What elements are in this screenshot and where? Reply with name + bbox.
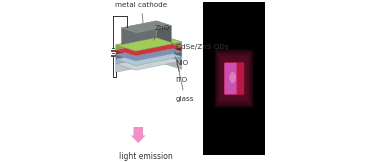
- Ellipse shape: [137, 50, 138, 51]
- FancyBboxPatch shape: [216, 52, 252, 105]
- Ellipse shape: [150, 51, 152, 52]
- Polygon shape: [116, 40, 182, 56]
- Text: ITO: ITO: [176, 57, 188, 83]
- Ellipse shape: [152, 46, 153, 47]
- Ellipse shape: [159, 49, 160, 50]
- Ellipse shape: [136, 48, 138, 49]
- Ellipse shape: [135, 50, 136, 51]
- Polygon shape: [116, 50, 162, 64]
- Polygon shape: [156, 21, 171, 43]
- FancyBboxPatch shape: [224, 63, 237, 94]
- Ellipse shape: [137, 50, 138, 51]
- Ellipse shape: [158, 42, 159, 43]
- Ellipse shape: [135, 46, 137, 47]
- Ellipse shape: [174, 46, 176, 47]
- Ellipse shape: [134, 52, 135, 53]
- Polygon shape: [121, 21, 156, 45]
- Ellipse shape: [135, 50, 136, 51]
- Ellipse shape: [141, 49, 143, 50]
- Polygon shape: [116, 50, 182, 66]
- Ellipse shape: [143, 47, 144, 48]
- Ellipse shape: [138, 50, 139, 51]
- Polygon shape: [116, 45, 182, 61]
- Text: CdSe/ZnS QDs: CdSe/ZnS QDs: [172, 44, 228, 50]
- Text: glass: glass: [176, 64, 194, 102]
- Polygon shape: [162, 35, 182, 47]
- Ellipse shape: [152, 49, 154, 50]
- Polygon shape: [162, 45, 182, 56]
- Ellipse shape: [134, 52, 135, 53]
- Ellipse shape: [161, 45, 163, 46]
- Polygon shape: [116, 55, 182, 70]
- FancyBboxPatch shape: [215, 49, 253, 108]
- Ellipse shape: [160, 48, 161, 49]
- Ellipse shape: [137, 48, 138, 49]
- Polygon shape: [121, 21, 171, 33]
- Ellipse shape: [146, 46, 148, 47]
- Polygon shape: [116, 35, 182, 51]
- Ellipse shape: [143, 47, 144, 48]
- Ellipse shape: [143, 48, 144, 49]
- Text: metal cathode: metal cathode: [115, 2, 167, 23]
- Polygon shape: [162, 40, 182, 52]
- Text: NiO: NiO: [174, 51, 189, 66]
- FancyArrow shape: [131, 127, 146, 143]
- FancyBboxPatch shape: [220, 56, 249, 101]
- Polygon shape: [116, 55, 162, 72]
- Ellipse shape: [229, 72, 236, 83]
- Polygon shape: [162, 55, 182, 69]
- Ellipse shape: [135, 46, 136, 47]
- Text: ZnO: ZnO: [154, 25, 169, 40]
- Polygon shape: [116, 40, 162, 55]
- FancyBboxPatch shape: [221, 58, 247, 99]
- Ellipse shape: [168, 44, 169, 45]
- Ellipse shape: [129, 50, 131, 51]
- Ellipse shape: [154, 46, 155, 47]
- Bar: [203, 2, 265, 155]
- Ellipse shape: [153, 47, 155, 48]
- Ellipse shape: [139, 49, 140, 50]
- Polygon shape: [162, 50, 182, 61]
- Ellipse shape: [154, 46, 155, 47]
- Text: light emission: light emission: [119, 152, 173, 161]
- Ellipse shape: [174, 46, 175, 47]
- Ellipse shape: [135, 50, 136, 51]
- Ellipse shape: [169, 45, 171, 46]
- Ellipse shape: [134, 53, 136, 54]
- Ellipse shape: [147, 51, 149, 52]
- Ellipse shape: [159, 49, 161, 50]
- Ellipse shape: [149, 49, 151, 50]
- Polygon shape: [116, 35, 162, 50]
- Ellipse shape: [145, 52, 147, 53]
- FancyBboxPatch shape: [224, 62, 244, 95]
- Ellipse shape: [155, 43, 157, 44]
- Polygon shape: [116, 45, 162, 59]
- Ellipse shape: [135, 46, 136, 47]
- FancyBboxPatch shape: [218, 54, 250, 103]
